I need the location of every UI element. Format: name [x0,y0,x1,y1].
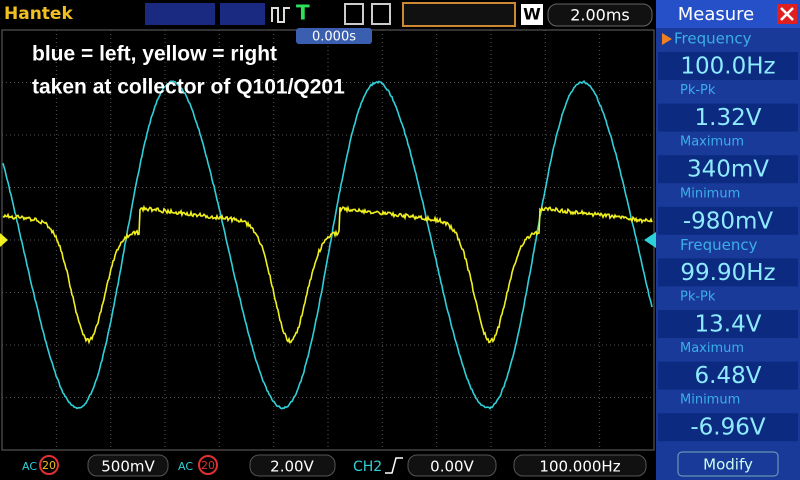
brand: Hantek [4,4,73,24]
trigger-frequency: 100.000Hz [539,458,620,476]
window-label: W [523,5,541,24]
annotation: blue = left, yellow = right [32,43,277,66]
measure-label: Minimum [680,186,740,201]
blank-box [220,3,265,25]
measure-label: Pk-Pk [680,290,716,305]
measure-label: Minimum [680,393,740,408]
ch1-scale: 500mV [101,458,155,476]
trigger-position: 0.000s [312,30,356,45]
measure-label: Pk-Pk [680,83,716,98]
measure-value: 99.90Hz [680,260,775,286]
measure-label: Maximum [680,135,744,150]
modify-label: Modify [703,456,753,474]
annotation: taken at collector of Q101/Q201 [32,76,345,99]
ch2-scale: 2.00V [270,458,314,476]
trigger-level: 0.00V [430,458,474,476]
measure-label: Frequency [680,236,758,254]
measure-value: 340mV [687,157,769,183]
ch1-coupling: AC [22,460,37,473]
trigger-mode: T [296,1,310,25]
measure-value: -980mV [683,208,774,234]
ch1-bandwidth: 20 [42,459,56,472]
ch2-coupling: AC [178,460,193,473]
measure-title: Measure [678,4,755,25]
measure-value: 1.32V [695,105,762,131]
measure-label: Maximum [680,341,744,356]
measure-value: 100.0Hz [680,54,775,80]
measure-value: -6.96V [690,415,766,441]
display-icons [145,3,215,25]
measure-value: 13.4V [695,312,762,338]
timebase: 2.00ms [570,6,630,25]
measure-label: Frequency [674,30,752,48]
scope-screen: Hantek T W 2.00ms 0.000s blue = left, ye… [0,0,800,480]
ch2-bandwidth: 20 [201,459,215,472]
page: {"header": {"brand": "Hantek", "trigger_… [0,0,800,480]
trigger-source: CH2 [353,459,382,475]
measure-value: 6.48V [695,363,762,389]
memory-window [403,3,515,26]
